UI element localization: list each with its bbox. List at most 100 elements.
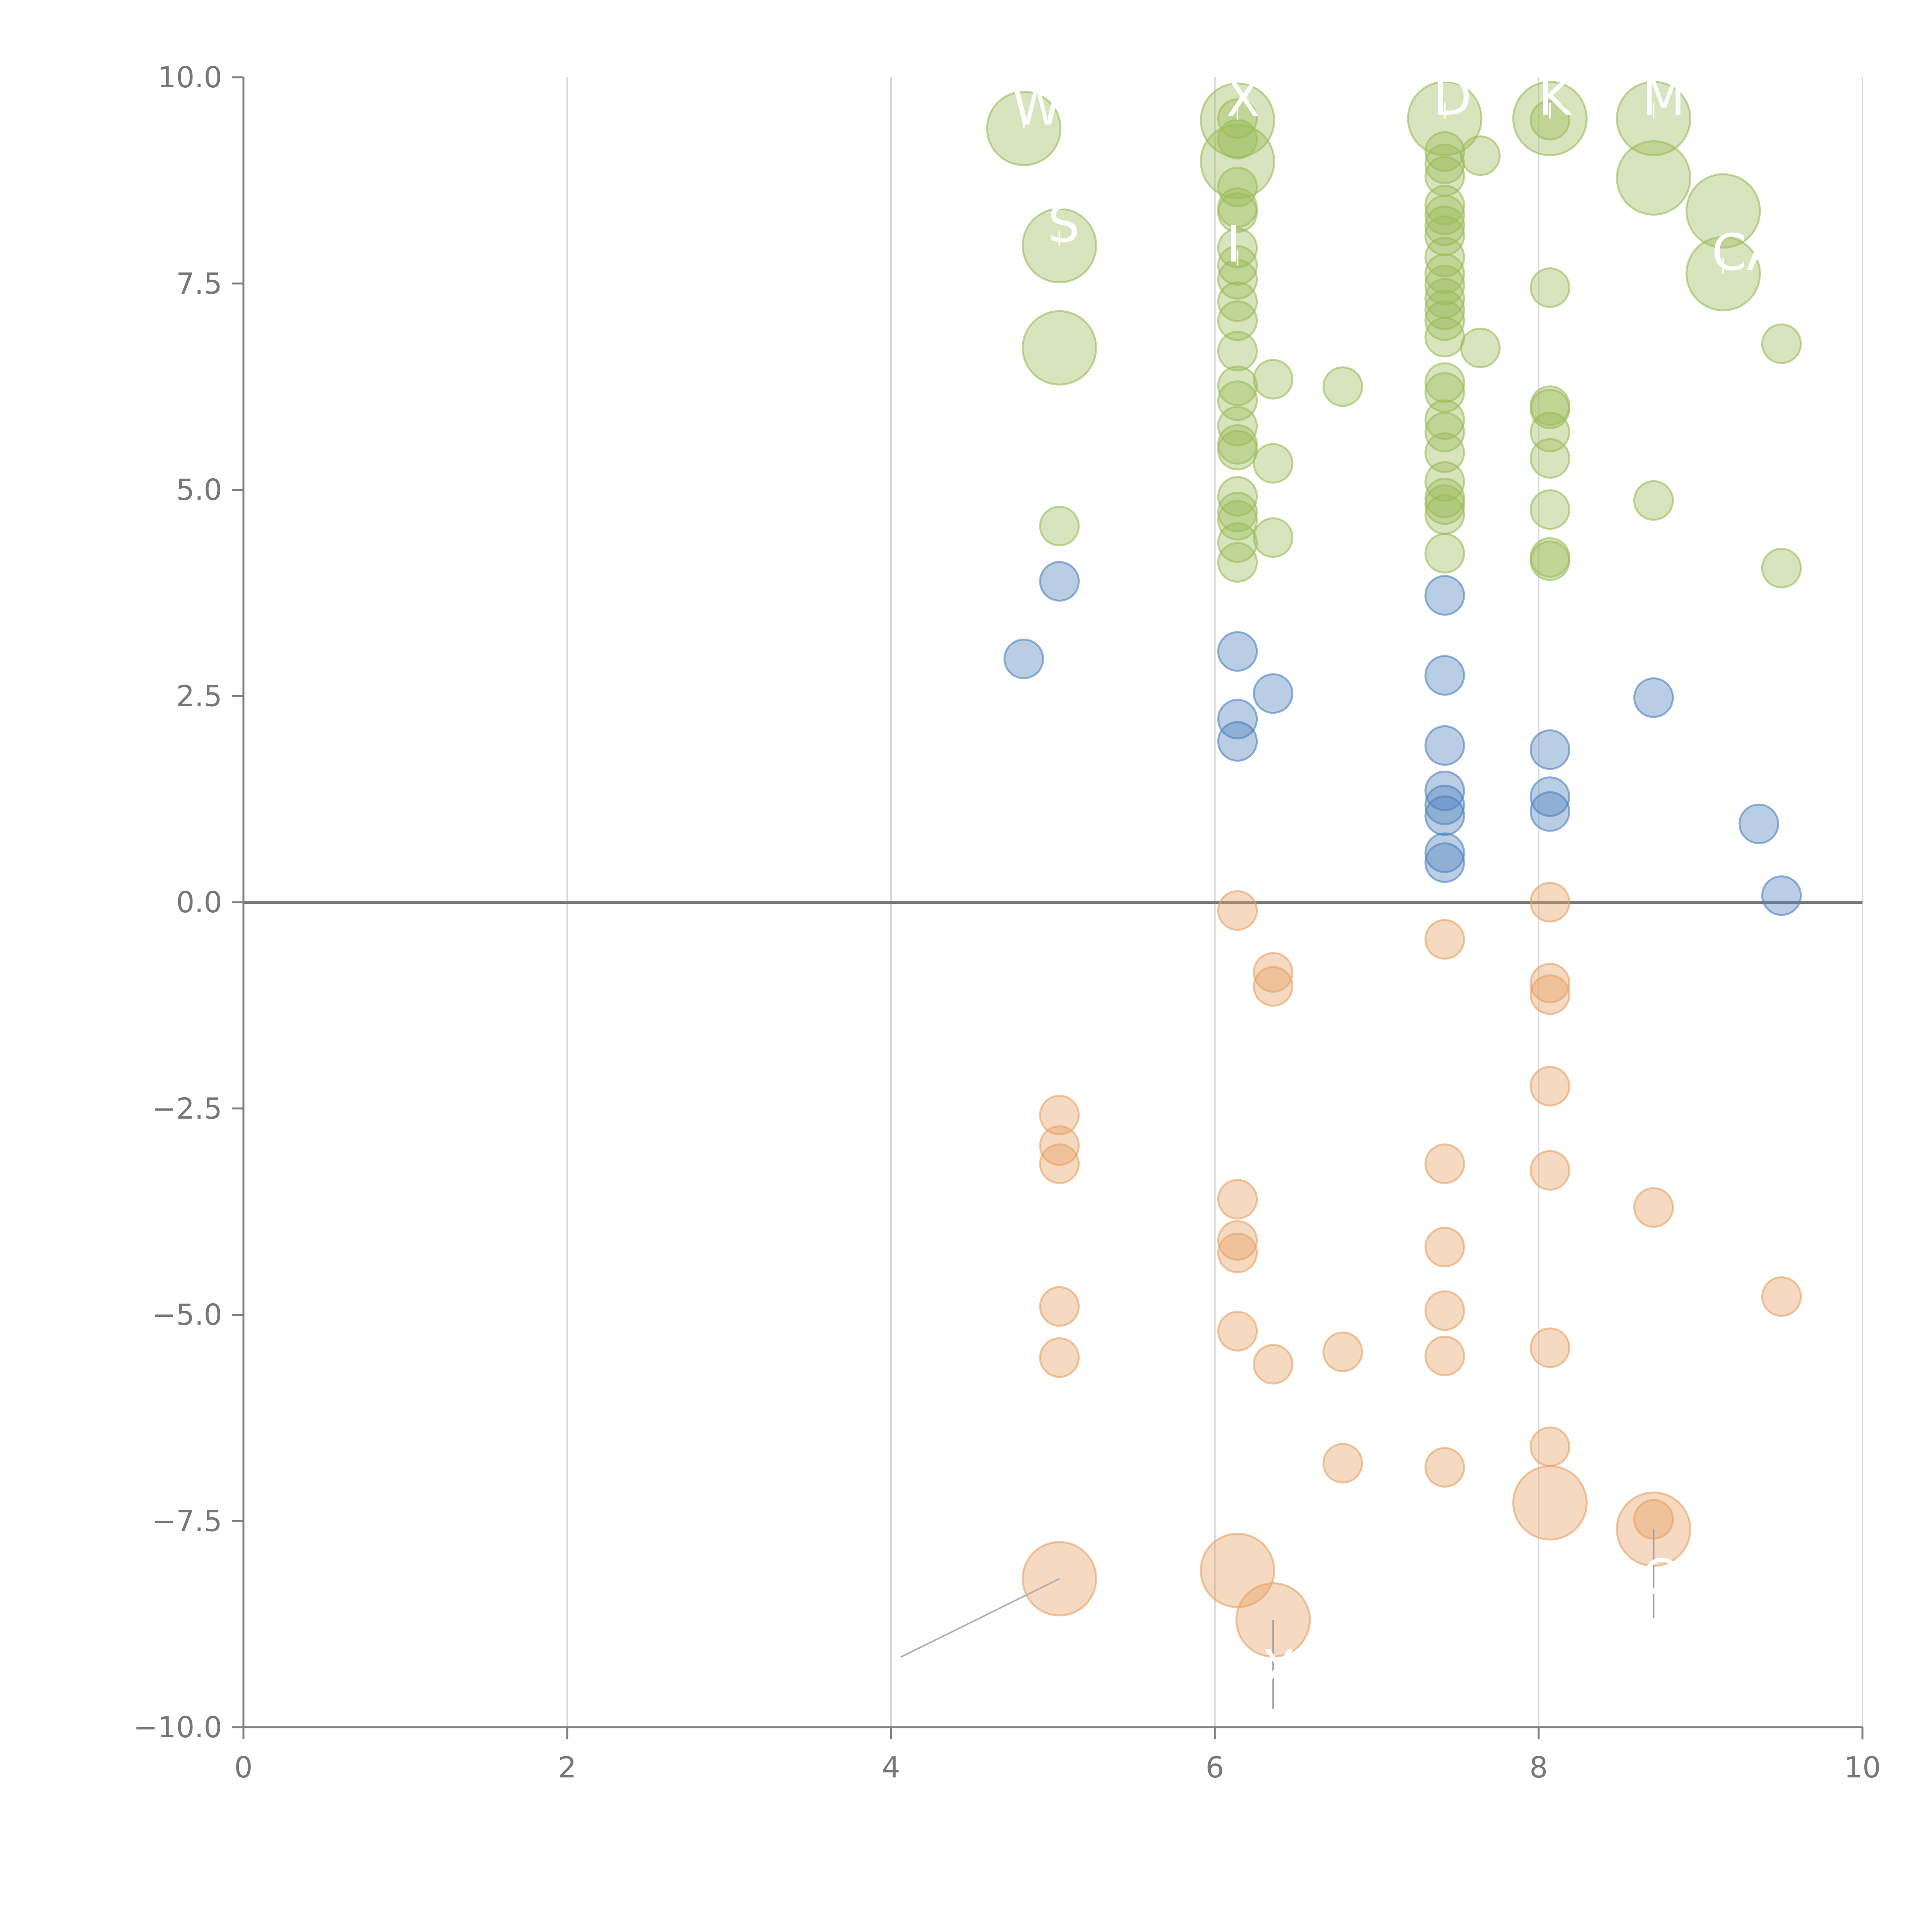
y-tick-label: −7.5: [152, 1504, 222, 1538]
data-point-low: [1424, 1447, 1465, 1488]
data-point-low: [1529, 1150, 1570, 1191]
data-point-mid: [1424, 842, 1465, 883]
data-point-low: [1039, 1286, 1080, 1327]
data-point-low: [1039, 1125, 1080, 1166]
data-point-high: [1529, 438, 1570, 479]
data-point-high: [1253, 359, 1294, 400]
data-point-high: [1253, 443, 1294, 484]
data-point-low: [1529, 963, 1570, 1003]
annotation-leader: [900, 1578, 1060, 1658]
data-point-high: [1424, 205, 1465, 246]
data-point-high: [1217, 500, 1258, 541]
data-point-mid: [1529, 791, 1570, 832]
x-tick-label: 2: [558, 1750, 577, 1784]
data-point-low: [1217, 1311, 1258, 1352]
data-point-high: [1424, 265, 1465, 306]
data-point-low: [1322, 1332, 1363, 1372]
data-point-high: [1424, 143, 1465, 184]
annotation-labels: W X D K M S I CA XR OP: [1012, 68, 1781, 1698]
data-point-high: [1217, 365, 1258, 406]
data-point-low: [1039, 1337, 1080, 1378]
y-tick-label: 7.5: [176, 267, 222, 301]
data-point-mid: [1529, 729, 1570, 770]
data-point-high: [1217, 542, 1258, 583]
data-point-high: [1460, 327, 1501, 368]
data-point-low: [1761, 1276, 1802, 1317]
data-point-high: [1217, 492, 1258, 532]
y-tick-label: 0.0: [176, 885, 222, 919]
x-tick-label: 10: [1844, 1750, 1881, 1784]
data-point-high: [1039, 505, 1080, 546]
data-point-mid: [1738, 803, 1779, 844]
data-point-mid: [1039, 561, 1080, 602]
y-tick-label: 5.0: [176, 473, 222, 507]
data-point-mid: [1424, 832, 1465, 873]
y-tick-label: 2.5: [176, 679, 222, 713]
annotation-leader-lines: [900, 103, 1724, 1709]
data-point-low: [1200, 1532, 1276, 1608]
data-point-high: [1217, 228, 1258, 269]
data-point-high: [1424, 533, 1465, 574]
annotation-label: I: [1226, 215, 1241, 274]
data-point-high: [1424, 253, 1465, 294]
data-point-high: [1616, 140, 1691, 216]
data-point-mid: [1217, 631, 1258, 672]
data-point-mid: [1529, 776, 1570, 817]
x-tick-label: 6: [1206, 1750, 1224, 1784]
data-point-high: [1761, 323, 1802, 364]
data-point-mid: [1424, 770, 1465, 811]
data-point-low: [1529, 1327, 1570, 1368]
data-point-mid: [1633, 677, 1674, 718]
data-point-high: [1424, 399, 1465, 440]
data-point-low: [1217, 1232, 1258, 1273]
data-point-low: [1217, 890, 1258, 931]
data-point-high: [1424, 494, 1465, 535]
data-point-high: [1424, 131, 1465, 172]
x-tick-label: 8: [1529, 1750, 1548, 1784]
axes: −10.0 −7.5 −5.0 −2.5 0.0 2.5 5.0 7.5 10.0 0 2 4 6 8 10: [133, 60, 1881, 1784]
data-point-high: [1424, 300, 1465, 341]
data-point-mid: [1424, 795, 1465, 836]
data-point-high: [1529, 267, 1570, 308]
annotation-label: S: [1048, 195, 1080, 254]
data-point-mid: [1217, 721, 1258, 762]
data-point-high: [1424, 195, 1465, 236]
data-point-mid: [1253, 673, 1294, 714]
data-point-high: [1217, 430, 1258, 471]
data-point-low: [1529, 974, 1570, 1015]
data-point-high: [1217, 406, 1258, 447]
data-point-high: [1424, 185, 1465, 226]
annotation-label: XR: [1262, 1639, 1331, 1697]
data-point-high: [1022, 310, 1097, 386]
data-point-high: [1424, 362, 1465, 403]
data-point-low: [1039, 1095, 1080, 1136]
annotation-label: K: [1538, 68, 1572, 127]
x-tick-label: 4: [882, 1750, 900, 1784]
data-point-low: [1529, 1426, 1570, 1467]
annotation-label: CA: [1712, 223, 1781, 282]
data-point-high: [1529, 100, 1570, 141]
data-point-low: [1039, 1143, 1080, 1184]
data-point-high: [1217, 300, 1258, 341]
data-point-high: [1424, 412, 1465, 452]
data-point-low: [1253, 966, 1294, 1007]
data-point-high: [1424, 461, 1465, 502]
data-point-high: [1217, 476, 1258, 517]
data-point-mid: [1217, 699, 1258, 740]
data-point-high: [1529, 540, 1570, 581]
data-point-high: [1633, 480, 1674, 521]
y-tick-label: 10.0: [158, 60, 222, 94]
y-tick-label: −10.0: [133, 1710, 222, 1744]
data-point-high: [1529, 489, 1570, 530]
data-point-high: [1322, 366, 1363, 407]
data-point-high: [1424, 484, 1465, 525]
data-point-low: [1529, 1066, 1570, 1107]
annotation-label: W: [1012, 78, 1062, 136]
data-point-low: [1529, 882, 1570, 923]
data-point-mid: [1761, 875, 1802, 916]
data-point-mid: [1424, 655, 1465, 696]
y-tick-label: −5.0: [152, 1298, 222, 1332]
data-point-high: [1217, 192, 1258, 233]
data-point-high: [1685, 173, 1761, 249]
